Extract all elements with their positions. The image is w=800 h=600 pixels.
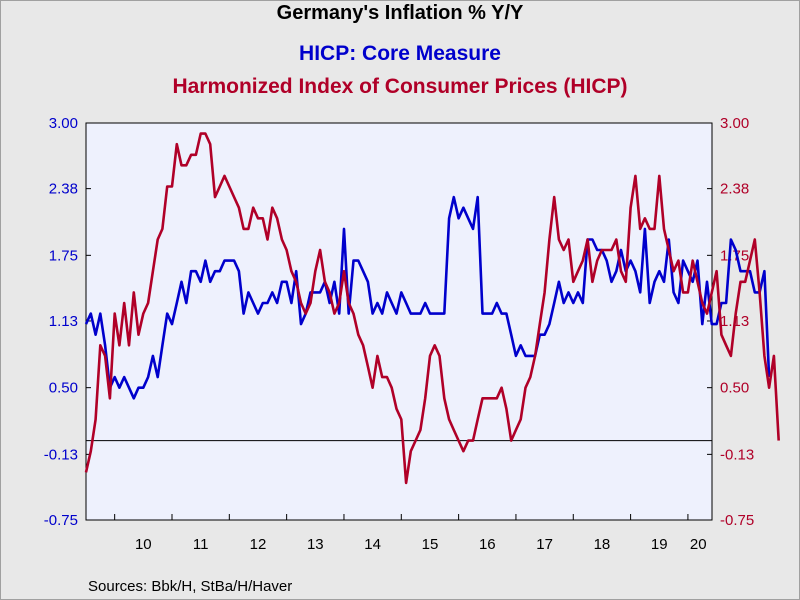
series-hicp-label: Harmonized Index of Consumer Prices (HIC… bbox=[172, 75, 628, 98]
y-tick-label-right: -0.13 bbox=[720, 446, 754, 463]
y-tick-label-left: 3.00 bbox=[49, 115, 78, 132]
x-tick-label: 15 bbox=[422, 536, 439, 553]
x-tick-label: 20 bbox=[690, 536, 707, 553]
series-lines bbox=[84, 132, 780, 485]
y-tick-label-right: 1.75 bbox=[720, 247, 749, 264]
series-line-core bbox=[84, 195, 771, 400]
y-tick-label-right: -0.75 bbox=[720, 512, 754, 529]
x-tick-label: 19 bbox=[651, 536, 668, 553]
x-tick-label: 17 bbox=[536, 536, 553, 553]
y-tick-label-right: 0.50 bbox=[720, 380, 749, 397]
y-tick-label-left: -0.75 bbox=[44, 512, 78, 529]
x-tick-label: 13 bbox=[307, 536, 324, 553]
y-tick-label-left: 1.13 bbox=[49, 313, 78, 330]
x-axis: 10 11 12 13 14 15 16 17 18 19 20 bbox=[114, 514, 707, 553]
x-tick-label: 11 bbox=[193, 536, 209, 553]
x-tick-label: 14 bbox=[364, 536, 381, 553]
y-tick-label-right: 3.00 bbox=[720, 115, 749, 132]
y-axis: 3.00 3.002.38 2.381.75 1.751.13 1.130.50 0.50… bbox=[44, 115, 754, 529]
y-tick-label-left: 1.75 bbox=[49, 247, 78, 264]
x-tick-label: 18 bbox=[594, 536, 611, 553]
y-tick-label-left: 0.50 bbox=[49, 380, 78, 397]
chart-title: Germany's Inflation % Y/Y bbox=[276, 2, 524, 24]
y-tick-label-left: -0.13 bbox=[44, 446, 78, 463]
series-core-label: HICP: Core Measure bbox=[299, 42, 501, 65]
series-line-hicp bbox=[84, 132, 780, 485]
plot-area bbox=[85, 122, 713, 521]
x-tick-label: 16 bbox=[479, 536, 496, 553]
source-note: Sources: Bbk/H, StBa/H/Haver bbox=[88, 578, 293, 595]
y-tick-label-right: 2.38 bbox=[720, 181, 749, 198]
x-tick-label: 12 bbox=[250, 536, 267, 553]
x-tick-label: 10 bbox=[135, 536, 152, 553]
y-tick-label-left: 2.38 bbox=[49, 181, 78, 198]
